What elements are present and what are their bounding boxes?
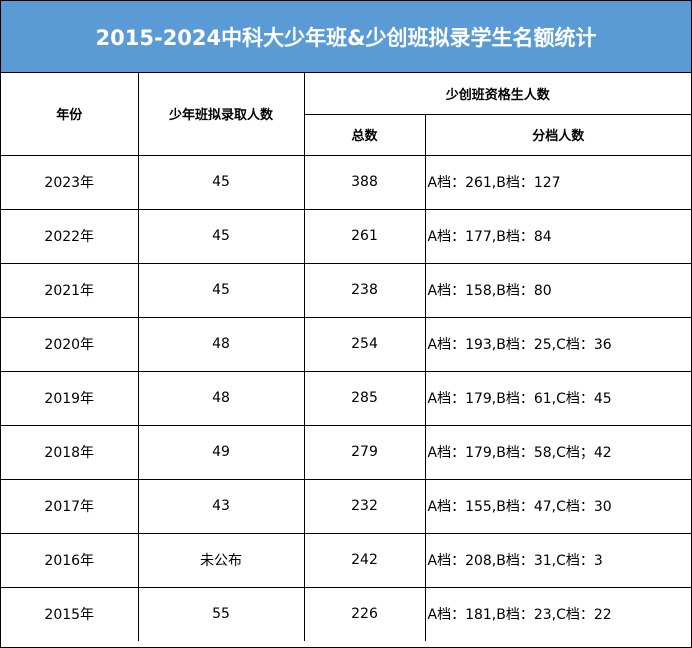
- cell-admitted: 55: [137, 586, 305, 641]
- table-row: 2018年 49 279 A档：179,B档：58,C档；42: [1, 424, 692, 480]
- cell-total: 261: [303, 208, 426, 264]
- header-row-bottom: 总数 分档人数: [1, 113, 692, 156]
- cell-total: 238: [303, 262, 426, 318]
- cell-year: 2020年: [1, 316, 139, 372]
- cell-breakdown: A档：179,B档：58,C档；42: [424, 424, 692, 480]
- cell-total: 232: [303, 478, 426, 534]
- cell-breakdown: A档：208,B档：31,C档：3: [424, 532, 692, 588]
- table-row: 2022年 45 261 A档：177,B档：84: [1, 208, 692, 264]
- header-row-top: 年份 少年班拟录取人数 少创班资格生人数: [1, 73, 692, 156]
- cell-total: 279: [303, 424, 426, 480]
- admission-table: 年份 少年班拟录取人数 少创班资格生人数 总数 分档人数 2023年 45 38…: [1, 73, 692, 641]
- table-row: 2021年 45 238 A档：158,B档：80: [1, 262, 692, 318]
- table-row: 2023年 45 388 A档：261,B档：127: [1, 154, 692, 210]
- table-row: 2015年 55 226 A档：181,B档：23,C档：22: [1, 586, 692, 641]
- cell-admitted: 49: [137, 424, 305, 480]
- cell-admitted: 45: [137, 208, 305, 264]
- cell-year: 2021年: [1, 262, 139, 318]
- cell-year: 2019年: [1, 370, 139, 426]
- cell-breakdown: A档：261,B档：127: [424, 154, 692, 210]
- header-total: 总数: [304, 113, 426, 156]
- cell-total: 388: [303, 154, 426, 210]
- table-row: 2019年 48 285 A档：179,B档：61,C档：45: [1, 370, 692, 426]
- cell-breakdown: A档：177,B档：84: [424, 208, 692, 264]
- cell-year: 2022年: [1, 208, 139, 264]
- table-row: 2020年 48 254 A档：193,B档：25,C档：36: [1, 316, 692, 372]
- header-breakdown: 分档人数: [424, 113, 692, 156]
- cell-breakdown: A档：181,B档：23,C档：22: [424, 586, 692, 641]
- cell-total: 254: [303, 316, 426, 372]
- cell-admitted: 43: [137, 478, 305, 534]
- cell-total: 226: [303, 586, 426, 641]
- header-qualified-group: 少创班资格生人数: [303, 73, 692, 115]
- cell-total: 285: [303, 370, 426, 426]
- cell-breakdown: A档：155,B档：47,C档：30: [424, 478, 692, 534]
- cell-admitted: 未公布: [137, 532, 305, 588]
- header-admitted: 少年班拟录取人数: [137, 73, 305, 156]
- cell-year: 2017年: [1, 478, 139, 534]
- cell-year: 2015年: [1, 586, 139, 641]
- table-title: 2015-2024中科大少年班&少创班拟录学生名额统计: [1, 1, 691, 73]
- cell-breakdown: A档：193,B档：25,C档：36: [424, 316, 692, 372]
- cell-breakdown: A档：158,B档：80: [424, 262, 692, 318]
- cell-admitted: 48: [137, 370, 305, 426]
- cell-year: 2018年: [1, 424, 139, 480]
- table-row: 2017年 43 232 A档：155,B档：47,C档：30: [1, 478, 692, 534]
- cell-year: 2016年: [1, 532, 139, 588]
- cell-admitted: 48: [137, 316, 305, 372]
- table-row: 2016年 未公布 242 A档：208,B档：31,C档：3: [1, 532, 692, 588]
- cell-year: 2023年: [1, 154, 139, 210]
- cell-total: 242: [303, 532, 426, 588]
- cell-admitted: 45: [137, 262, 305, 318]
- cell-breakdown: A档：179,B档：61,C档：45: [424, 370, 692, 426]
- header-year: 年份: [1, 73, 139, 156]
- cell-admitted: 45: [137, 154, 305, 210]
